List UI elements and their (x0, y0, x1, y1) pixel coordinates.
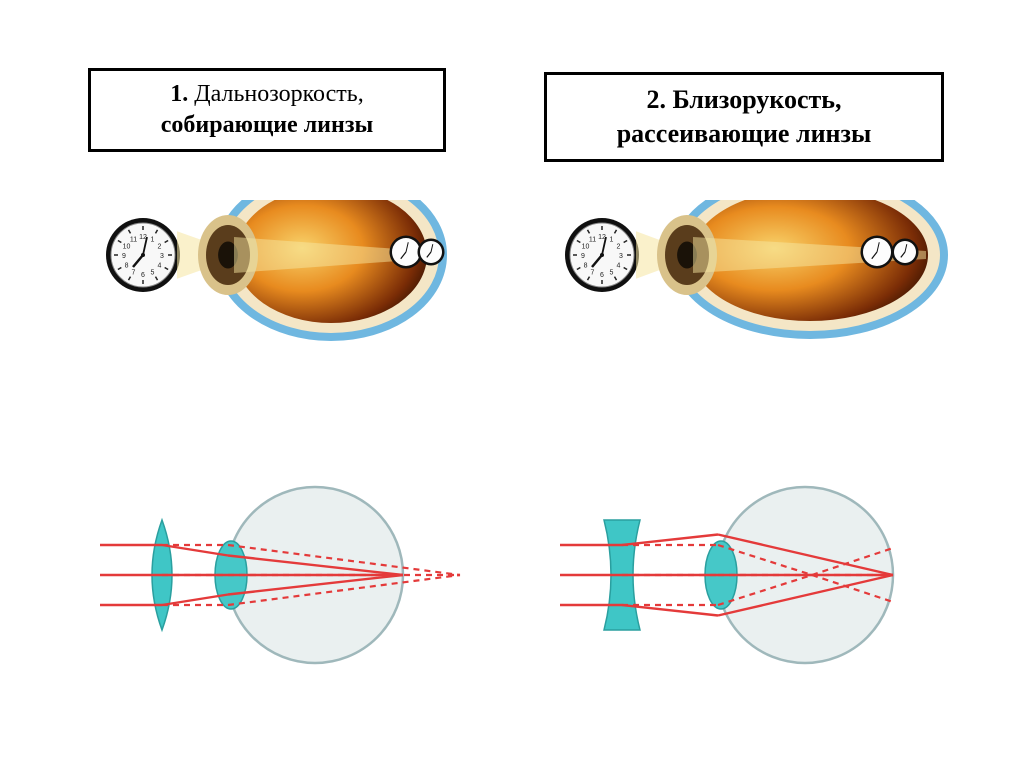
svg-text:4: 4 (158, 263, 162, 270)
svg-text:7: 7 (591, 269, 595, 276)
svg-text:8: 8 (125, 263, 129, 270)
svg-text:11: 11 (130, 237, 137, 244)
svg-text:11: 11 (589, 237, 596, 244)
svg-text:4: 4 (617, 263, 621, 270)
lens-diagram-right (560, 475, 960, 685)
svg-text:9: 9 (122, 253, 126, 260)
title-left-line2: собирающие линзы (161, 112, 373, 138)
svg-text:6: 6 (600, 272, 604, 279)
svg-text:3: 3 (619, 253, 623, 260)
svg-text:2: 2 (617, 244, 621, 251)
title-right: 2. Близорукость, рассеивающие линзы (544, 72, 944, 162)
svg-text:9: 9 (581, 253, 585, 260)
svg-text:1: 1 (151, 237, 155, 244)
eye-diagram-left: 121234567891011 (96, 200, 486, 370)
title-right-line2: рассеивающие линзы (617, 119, 872, 148)
title-left-line1: Дальнозоркость, (194, 81, 363, 107)
svg-text:6: 6 (141, 272, 145, 279)
svg-text:2: 2 (158, 244, 162, 251)
title-right-line1: Близорукость, (672, 85, 841, 114)
svg-text:8: 8 (584, 263, 588, 270)
svg-text:1: 1 (610, 237, 614, 244)
svg-text:7: 7 (132, 269, 136, 276)
title-left-num: 1. (170, 81, 188, 107)
svg-text:5: 5 (151, 269, 155, 276)
svg-text:5: 5 (610, 269, 614, 276)
svg-text:10: 10 (123, 244, 131, 251)
eye-diagram-right: 121234567891011 (555, 200, 975, 370)
lens-diagram-left (100, 475, 480, 685)
svg-text:10: 10 (582, 244, 590, 251)
title-left: 1. Дальнозоркость, собирающие линзы (88, 68, 446, 152)
title-right-num: 2. (646, 85, 666, 114)
svg-text:3: 3 (160, 253, 164, 260)
